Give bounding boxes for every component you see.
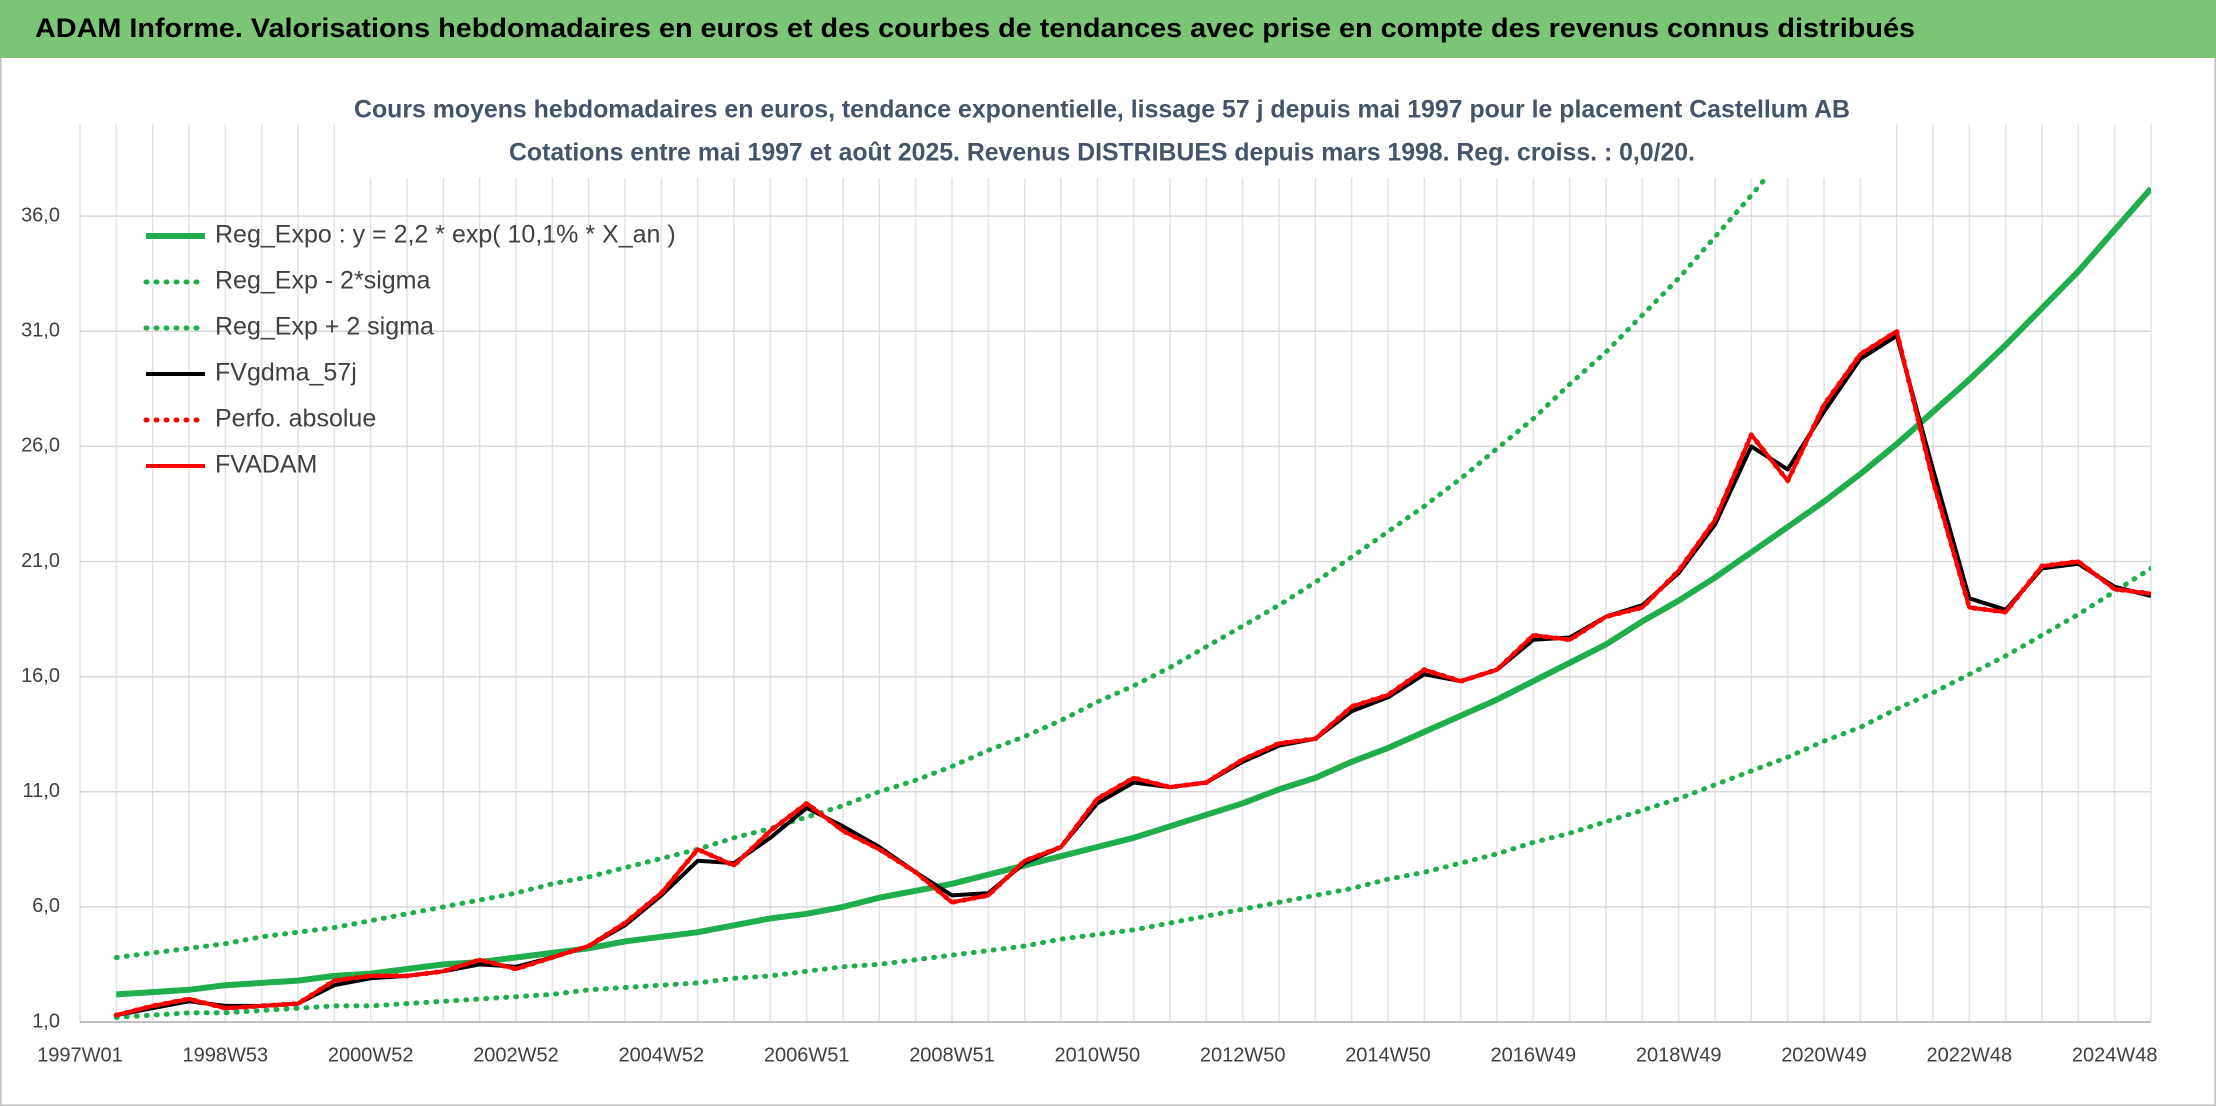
legend-label: Reg_Exp + 2 sigma bbox=[215, 313, 434, 341]
x-tick-label: 2016W49 bbox=[1491, 1044, 1577, 1066]
y-tick-label: 21,0 bbox=[21, 550, 60, 572]
y-tick-label: 36,0 bbox=[21, 204, 60, 226]
x-tick-label: 2004W52 bbox=[619, 1044, 705, 1066]
x-tick-label: 2006W51 bbox=[764, 1044, 850, 1066]
legend-label: FVgdma_57j bbox=[215, 359, 357, 387]
page-title: ADAM Informe. Valorisations hebdomadaire… bbox=[35, 13, 1915, 43]
x-tick-label: 2022W48 bbox=[1927, 1044, 2013, 1066]
x-tick-label: 2020W49 bbox=[1781, 1044, 1867, 1066]
x-tick-label: 2002W52 bbox=[473, 1044, 559, 1066]
x-tick-label: 2010W50 bbox=[1055, 1044, 1141, 1066]
x-tick-label: 2018W49 bbox=[1636, 1044, 1722, 1066]
x-tick-label: 2024W48 bbox=[2072, 1044, 2158, 1066]
legend-label: Reg_Exp - 2*sigma bbox=[215, 267, 430, 295]
x-tick-label: 1997W01 bbox=[37, 1044, 123, 1066]
series-line bbox=[116, 186, 2151, 998]
series-line bbox=[113, 565, 2151, 1020]
y-tick-label: 1,0 bbox=[32, 1010, 60, 1032]
title-bar bbox=[0, 0, 2216, 58]
legend-label: FVADAM bbox=[215, 451, 317, 479]
series-line bbox=[113, 124, 1813, 960]
x-tick-label: 2000W52 bbox=[328, 1044, 414, 1066]
chart-subtitle: Cotations entre mai 1997 et août 2025. R… bbox=[509, 139, 1695, 167]
y-tick-label: 11,0 bbox=[23, 780, 60, 802]
series-group bbox=[113, 124, 2151, 1020]
legend: Reg_Expo : y = 2,2 * exp( 10,1% * X_an )… bbox=[143, 221, 676, 479]
legend-label: Perfo. absolue bbox=[215, 405, 376, 433]
chart-title: Cours moyens hebdomadaires en euros, ten… bbox=[354, 96, 1850, 124]
y-tick-label: 26,0 bbox=[21, 435, 60, 457]
x-tick-label: 1998W53 bbox=[183, 1044, 269, 1066]
y-tick-label: 6,0 bbox=[32, 895, 60, 917]
legend-label: Reg_Expo : y = 2,2 * exp( 10,1% * X_an ) bbox=[215, 221, 676, 249]
x-tick-label: 2008W51 bbox=[909, 1044, 995, 1066]
y-tick-label: 16,0 bbox=[21, 665, 60, 687]
x-tick-label: 2012W50 bbox=[1200, 1044, 1286, 1066]
x-tick-label: 2014W50 bbox=[1345, 1044, 1431, 1066]
series-line bbox=[115, 329, 2151, 1018]
y-tick-label: 31,0 bbox=[21, 320, 60, 342]
title-backdrop bbox=[340, 90, 1870, 178]
